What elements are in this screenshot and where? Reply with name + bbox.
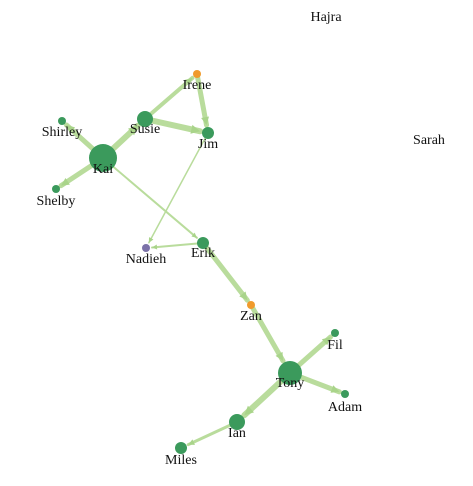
node-label-fil: Fil	[327, 338, 343, 353]
edge-erik-nadieh	[150, 242, 204, 249]
node-label-jim: Jim	[198, 137, 218, 152]
node-erik[interactable]	[197, 237, 209, 249]
edge-ian-miles	[186, 420, 239, 447]
edge-jim-nadieh	[148, 132, 209, 244]
node-label-adam: Adam	[328, 400, 362, 415]
edge-kai-erik	[102, 157, 198, 239]
edge-susie-jim	[142, 116, 204, 135]
arrowhead-irene-jim	[201, 116, 209, 126]
node-label-zan: Zan	[240, 309, 262, 324]
node-kai[interactable]	[89, 144, 117, 172]
node-label-hajra: Hajra	[310, 10, 342, 25]
arrowhead-kai-shirley	[66, 125, 76, 134]
node-label-ian: Ian	[228, 426, 246, 441]
nodes-layer	[52, 70, 349, 454]
arrowhead-jim-nadieh	[148, 237, 154, 243]
arrowhead-susie-irene	[184, 77, 193, 86]
node-label-tony: Tony	[276, 376, 305, 391]
node-jim[interactable]	[202, 127, 214, 139]
edge-susie-irene	[143, 75, 195, 121]
edge-irene-jim	[194, 71, 210, 128]
node-label-kai: Kai	[93, 162, 113, 177]
arrowhead-zan-tony	[275, 351, 284, 361]
node-fil[interactable]	[331, 329, 339, 337]
node-label-shirley: Shirley	[42, 125, 82, 140]
arrowhead-tony-ian	[244, 405, 255, 416]
arrowhead-tony-fil	[321, 336, 331, 346]
node-miles[interactable]	[175, 442, 187, 454]
node-label-irene: Irene	[183, 78, 212, 93]
arrowhead-tony-adam	[330, 385, 340, 393]
node-zan[interactable]	[247, 301, 255, 309]
edge-zan-tony	[248, 302, 286, 364]
node-shelby[interactable]	[52, 185, 60, 193]
labels-layer: Hajra Sarah Irene Susie Jim Shirley Kai Shelby N…	[37, 10, 445, 468]
arrowhead-susie-jim	[190, 124, 201, 134]
arrowhead-ian-miles	[188, 439, 195, 445]
arrowhead-erik-nadieh	[151, 244, 158, 250]
node-shirley[interactable]	[58, 117, 66, 125]
node-ian[interactable]	[229, 414, 245, 430]
node-label-miles: Miles	[165, 453, 197, 468]
node-label-susie: Susie	[130, 122, 160, 137]
node-label-erik: Erik	[191, 246, 215, 261]
node-irene[interactable]	[193, 70, 201, 78]
node-nadieh[interactable]	[142, 244, 150, 252]
arrowhead-kai-erik	[191, 232, 197, 238]
node-adam[interactable]	[341, 390, 349, 398]
arrowhead-erik-zan	[239, 291, 248, 301]
node-label-nadieh: Nadieh	[126, 252, 166, 267]
arrowhead-kai-susie	[128, 125, 138, 136]
node-susie[interactable]	[137, 111, 153, 127]
node-label-shelby: Shelby	[37, 194, 76, 209]
node-label-sarah: Sarah	[413, 133, 445, 148]
edge-erik-zan	[200, 240, 250, 303]
arrowhead-kai-shelby	[61, 177, 70, 186]
node-tony[interactable]	[278, 361, 302, 385]
